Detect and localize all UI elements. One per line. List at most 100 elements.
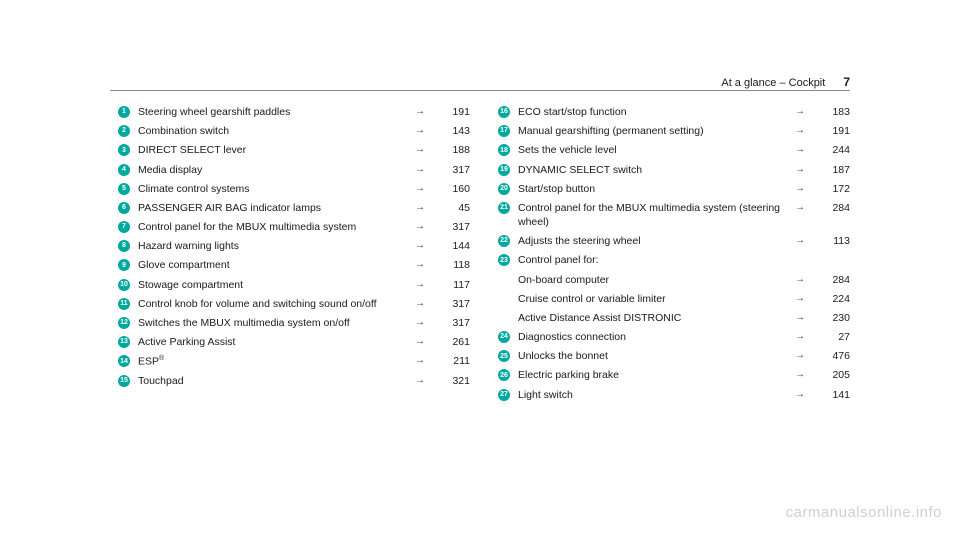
bullet-number: 21 — [498, 202, 510, 214]
bullet-number: 10 — [118, 279, 130, 291]
index-row: 3DIRECT SELECT lever→188 — [118, 143, 470, 157]
item-label: Start/stop button — [518, 182, 795, 196]
item-label: Manual gearshifting (permanent setting) — [518, 124, 795, 138]
index-row: 21Control panel for the MBUX multimedia … — [498, 201, 850, 229]
index-row: 24 Diagnostics connection→27 — [498, 330, 850, 344]
index-row: 5 Climate control systems→160 — [118, 182, 470, 196]
page-reference: 261 — [435, 335, 470, 349]
arrow-icon: → — [415, 182, 435, 196]
bullet-number: 11 — [118, 298, 130, 310]
page-reference: 191 — [815, 124, 850, 138]
bullet-number: 26 — [498, 369, 510, 381]
bullet-number: 12 — [118, 317, 130, 329]
page-reference: 317 — [435, 163, 470, 177]
arrow-icon: → — [415, 374, 435, 388]
page-reference: 143 — [435, 124, 470, 138]
arrow-icon: → — [795, 163, 815, 177]
item-label: Unlocks the bonnet — [518, 349, 795, 363]
bullet-number: 6 — [118, 202, 130, 214]
index-row: 23 Control panel for: — [498, 253, 850, 267]
bullet-number: 24 — [498, 331, 510, 343]
index-row: 9Glove compartment→118 — [118, 258, 470, 272]
page-reference: 317 — [435, 297, 470, 311]
arrow-icon: → — [795, 234, 815, 248]
left-column: 1Steering wheel gearshift paddles→1912Co… — [118, 105, 470, 407]
page-reference: 476 — [815, 349, 850, 363]
item-label: Active Distance Assist DISTRONIC — [518, 311, 795, 325]
index-row: 18Sets the vehicle level→244 — [498, 143, 850, 157]
arrow-icon: → — [795, 124, 815, 138]
arrow-icon: → — [795, 388, 815, 402]
page-reference: 27 — [815, 330, 850, 344]
bullet-number: 20 — [498, 183, 510, 195]
bullet-number: 2 — [118, 125, 130, 137]
item-label: Adjusts the steering wheel — [518, 234, 795, 248]
arrow-icon: → — [795, 349, 815, 363]
item-label: Steering wheel gearshift paddles — [138, 105, 415, 119]
page-reference: 45 — [435, 201, 470, 215]
page-reference: 205 — [815, 368, 850, 382]
item-label: Combination switch — [138, 124, 415, 138]
page-reference: 160 — [435, 182, 470, 196]
arrow-icon: → — [415, 278, 435, 292]
item-label: Control panel for: — [518, 253, 795, 267]
arrow-icon: → — [415, 124, 435, 138]
item-label: Sets the vehicle level — [518, 143, 795, 157]
item-label: Electric parking brake — [518, 368, 795, 382]
item-label: Media display — [138, 163, 415, 177]
index-row: 19DYNAMIC SELECT switch→187 — [498, 163, 850, 177]
index-row: 15Touchpad→321 — [118, 374, 470, 388]
arrow-icon: → — [795, 182, 815, 196]
item-label: Climate control systems — [138, 182, 415, 196]
header-divider — [110, 90, 850, 91]
arrow-icon: → — [795, 292, 815, 306]
page-reference: 284 — [815, 201, 850, 215]
item-label: Cruise control or variable limiter — [518, 292, 795, 306]
page-reference: 224 — [815, 292, 850, 306]
index-row: 27Light switch→141 — [498, 388, 850, 402]
page-reference: 191 — [435, 105, 470, 119]
index-row: Active Distance Assist DISTRONIC→230 — [498, 311, 850, 325]
index-row: 26Electric parking brake→205 — [498, 368, 850, 382]
header-title: At a glance – Cockpit — [721, 77, 825, 89]
item-label: Diagnostics connection — [518, 330, 795, 344]
item-label: Glove compartment — [138, 258, 415, 272]
index-row: 10Stowage compartment→117 — [118, 278, 470, 292]
index-row: 17Manual gearshifting (permanent setting… — [498, 124, 850, 138]
bullet-number: 16 — [498, 106, 510, 118]
arrow-icon: → — [795, 311, 815, 325]
bullet-number: 7 — [118, 221, 130, 233]
index-row: 8Hazard warning lights→144 — [118, 239, 470, 253]
index-row: 4Media display→317 — [118, 163, 470, 177]
bullet-number: 19 — [498, 164, 510, 176]
item-label: ESP® — [138, 354, 415, 369]
arrow-icon: → — [795, 273, 815, 287]
watermark: carmanualsonline.info — [786, 504, 942, 521]
bullet-number: 14 — [118, 355, 130, 367]
arrow-icon: → — [795, 330, 815, 344]
page-reference: 211 — [435, 354, 470, 368]
bullet-number: 9 — [118, 259, 130, 271]
index-row: 20 Start/stop button→172 — [498, 182, 850, 196]
page-reference: 230 — [815, 311, 850, 325]
page-reference: 317 — [435, 220, 470, 234]
page-reference: 113 — [815, 234, 850, 248]
page-reference: 321 — [435, 374, 470, 388]
page-reference: 284 — [815, 273, 850, 287]
page-reference: 188 — [435, 143, 470, 157]
bullet-number: 1 — [118, 106, 130, 118]
arrow-icon: → — [795, 201, 815, 215]
bullet-number: 23 — [498, 254, 510, 266]
item-label: Switches the MBUX multimedia system on/o… — [138, 316, 415, 330]
item-label: ECO start/stop function — [518, 105, 795, 119]
index-row: 12 Switches the MBUX multimedia system on… — [118, 316, 470, 330]
bullet-number: 5 — [118, 183, 130, 195]
arrow-icon: → — [415, 316, 435, 330]
arrow-icon: → — [415, 239, 435, 253]
page-reference: 187 — [815, 163, 850, 177]
index-row: 13Active Parking Assist→261 — [118, 335, 470, 349]
index-row: 6PASSENGER AIR BAG indicator lamps→45 — [118, 201, 470, 215]
page-reference: 244 — [815, 143, 850, 157]
page-reference: 172 — [815, 182, 850, 196]
index-row: 14ESP®→211 — [118, 354, 470, 369]
